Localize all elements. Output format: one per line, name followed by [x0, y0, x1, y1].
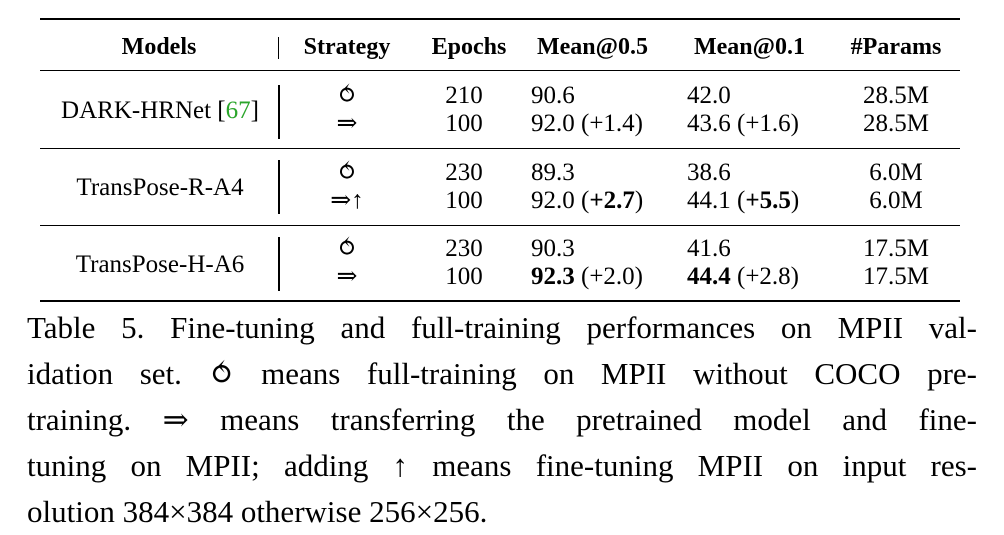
mean05-value: 90.3 [531, 235, 575, 262]
epochs-value: 230 [445, 159, 483, 186]
mean01-value: 44.1 (+5.5) [687, 187, 800, 214]
header-mean05: Mean@0.5 [537, 34, 648, 60]
epochs-value: 100 [445, 187, 483, 214]
strategy-value: ⥀ [336, 159, 358, 186]
model-label: DARK-HRNet [61, 97, 212, 124]
caption-line: idation set. ⥀ means full-training on MP… [27, 356, 977, 391]
model-separator [278, 160, 280, 214]
header-strategy: Strategy [303, 34, 391, 60]
params-value: 28.5M [863, 110, 929, 137]
mean05-value: 92.3 (+2.0) [531, 263, 643, 290]
strategy-value: ⥀ [336, 235, 358, 262]
mean01-value: 42.0 [687, 82, 731, 109]
params-value: 6.0M [869, 159, 923, 186]
strategy-value: ⇒ [336, 110, 358, 137]
mean05-value: 90.6 [531, 82, 575, 109]
epochs-value: 230 [445, 235, 483, 262]
strategy-value: ⇒ [336, 263, 358, 290]
params-value: 17.5M [863, 235, 929, 262]
header-epochs: Epochs [431, 34, 507, 60]
header-mean01: Mean@0.1 [694, 34, 805, 60]
citation-link[interactable]: 67 [225, 97, 251, 124]
bottom-rule [40, 300, 960, 302]
mean05-value: 92.0 (+2.7) [531, 187, 644, 214]
strategy-value: ⥀ [336, 82, 358, 109]
results-table: Models Strategy Epochs Mean@0.5 Mean@0.1… [40, 0, 960, 303]
caption-line: Table 5. Fine-tuning and full-training p… [27, 310, 977, 345]
params-value: 17.5M [863, 263, 929, 290]
top-rule [40, 18, 960, 20]
header-separator [278, 37, 279, 59]
mean05-value: 89.3 [531, 159, 575, 186]
header-params: #Params [850, 34, 942, 60]
model-separator [278, 237, 280, 291]
params-value: 6.0M [869, 187, 923, 214]
epochs-value: 210 [445, 82, 483, 109]
model-name: TransPose-R-A4 [76, 174, 244, 201]
table-caption: Table 5. Fine-tuning and full-training p… [27, 305, 977, 535]
mean01-value: 44.4 (+2.8) [687, 263, 799, 290]
header-rule [40, 70, 960, 71]
caption-line: tuning on MPII; adding ↑ means fine-tuni… [27, 448, 977, 483]
mean01-value: 38.6 [687, 159, 731, 186]
caption-line: training. ⇒ means transferring the pretr… [27, 402, 977, 437]
group-rule-2 [40, 225, 960, 226]
mean01-value: 41.6 [687, 235, 731, 262]
epochs-value: 100 [445, 263, 483, 290]
model-separator [278, 85, 280, 139]
group-rule-1 [40, 148, 960, 149]
model-name: TransPose-H-A6 [75, 251, 245, 278]
mean05-value: 92.0 (+1.4) [531, 110, 643, 137]
model-name: DARK-HRNet [67] [61, 97, 259, 124]
mean01-value: 43.6 (+1.6) [687, 110, 799, 137]
caption-line: olution 384×384 otherwise 256×256. [27, 494, 488, 529]
header-models: Models [121, 34, 197, 60]
epochs-value: 100 [445, 110, 483, 137]
params-value: 28.5M [863, 82, 929, 109]
strategy-value: ⇒↑ [330, 187, 364, 214]
